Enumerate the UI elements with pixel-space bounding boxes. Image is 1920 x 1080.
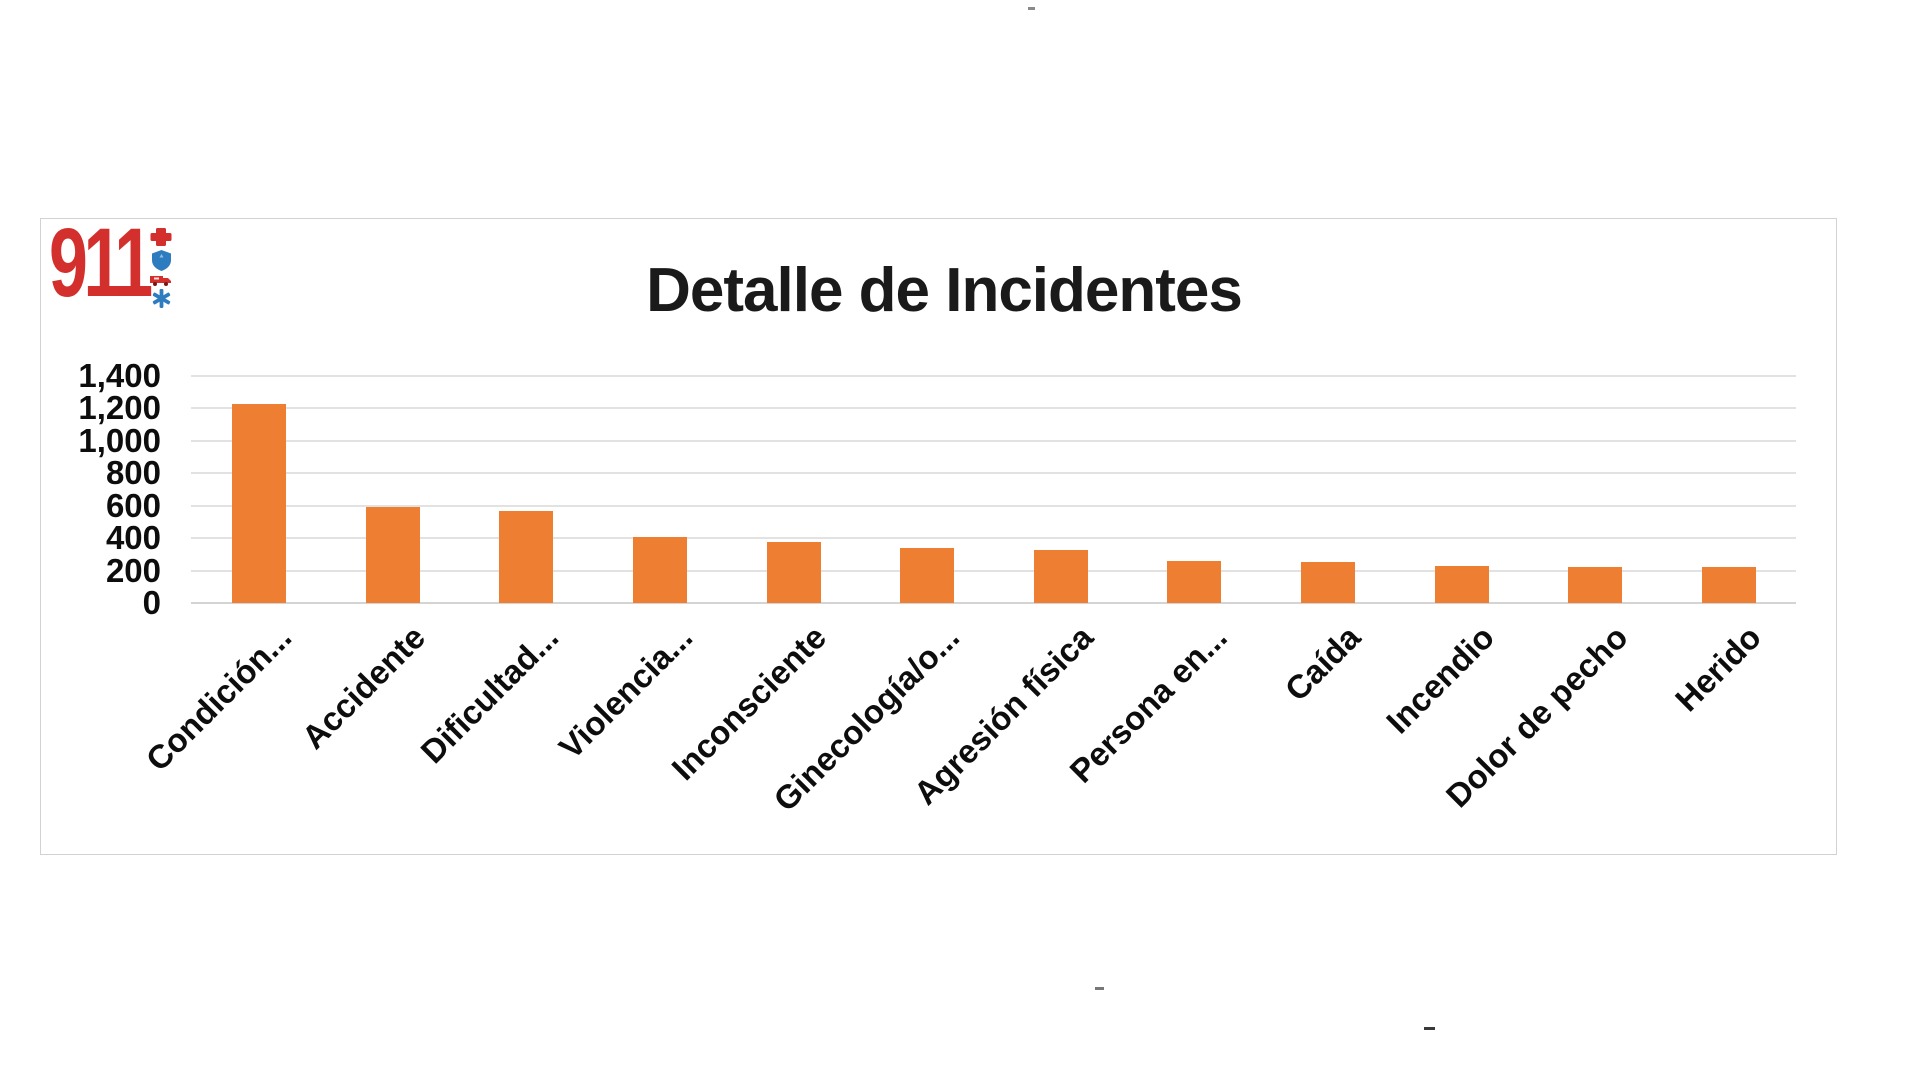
bar (766, 542, 821, 603)
stray-mark-bottom-right (1424, 1027, 1435, 1030)
bar (1434, 565, 1489, 603)
x-axis-category-label: Herido (1668, 618, 1769, 719)
bar (1301, 561, 1356, 603)
bar (1702, 567, 1756, 603)
medical-cross-icon (150, 228, 172, 246)
chart-title: Detalle de Incidentes (646, 256, 1243, 325)
x-axis-category-label: Incendio (1379, 618, 1502, 741)
bar (1568, 567, 1623, 603)
stray-mark-top (1028, 7, 1035, 10)
y-axis-tick-label: 600 (105, 486, 161, 524)
x-axis-category-label: Dificultad... (413, 618, 566, 771)
x-axis-category-label: Caída (1277, 618, 1368, 709)
bar (232, 403, 286, 603)
x-axis-baseline (191, 602, 1796, 604)
bar (1167, 560, 1222, 603)
bar (1033, 550, 1088, 603)
y-axis-tick-label: 0 (142, 584, 161, 621)
bar-chart-plot: 1,400 1,200 1,000 800 600 400 200 0 Condición...… (41, 219, 1836, 854)
logo-icon-column (148, 227, 174, 308)
y-axis-tick-label: 800 (105, 454, 161, 492)
y-axis-tick-label: 1,400 (78, 357, 161, 394)
x-axis-category-label: Condición... (138, 618, 299, 778)
ambulance-icon (150, 276, 171, 286)
logo-911: 911 (49, 208, 188, 317)
gridline (191, 407, 1796, 410)
gridline (191, 504, 1796, 507)
bar (499, 511, 554, 603)
y-axis-tick-label: 1,200 (78, 389, 161, 427)
stray-mark-bottom-left (1095, 987, 1104, 990)
y-axis-tick-label: 400 (105, 519, 161, 557)
shield-icon (151, 250, 171, 271)
gridline (191, 569, 1796, 572)
y-axis-tick-label: 1,000 (78, 421, 161, 459)
gridline (191, 472, 1796, 475)
y-axis-tick-label: 200 (105, 551, 161, 589)
bar (900, 547, 955, 603)
bar (632, 536, 687, 603)
gridline (191, 537, 1796, 540)
gridline (191, 375, 1796, 377)
bar (365, 507, 420, 603)
gridline (191, 439, 1796, 442)
logo-911-text: 911 (49, 208, 153, 317)
chart-panel: 911 (40, 208, 1837, 855)
x-axis-category-label: Accidente (294, 618, 433, 756)
x-axis-category-label: Violencia... (551, 618, 700, 766)
star-of-life-icon (152, 289, 170, 308)
